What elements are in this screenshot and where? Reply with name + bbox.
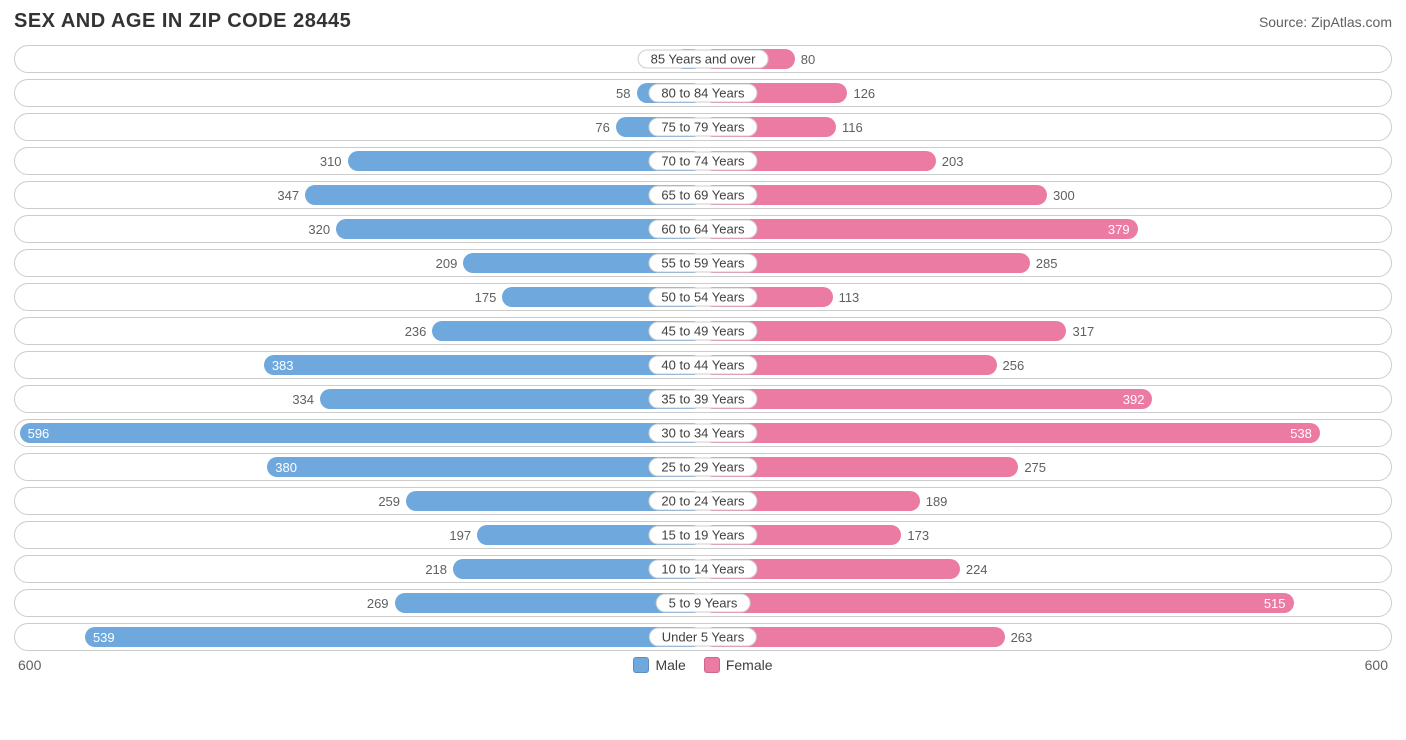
category-label: 70 to 74 Years xyxy=(648,152,757,171)
value-male: 209 xyxy=(436,256,458,271)
category-label: 10 to 14 Years xyxy=(648,560,757,579)
value-male: 175 xyxy=(475,290,497,305)
category-label: 15 to 19 Years xyxy=(648,526,757,545)
category-label: 65 to 69 Years xyxy=(648,186,757,205)
chart-row: 209 285 55 to 59 Years xyxy=(14,249,1392,277)
value-female: 116 xyxy=(842,120,863,135)
value-female: 203 xyxy=(942,154,964,169)
category-label: 85 Years and over xyxy=(638,50,769,69)
value-female: 379 xyxy=(1108,222,1130,237)
legend-label-female: Female xyxy=(726,657,773,673)
chart-row: 23631745 to 49 Years xyxy=(14,317,1392,345)
category-label: 25 to 29 Years xyxy=(648,458,757,477)
category-label: 55 to 59 Years xyxy=(648,254,757,273)
value-female: 392 xyxy=(1123,392,1145,407)
value-female: 538 xyxy=(1290,426,1312,441)
chart-row: 269 515 5 to 9 Years xyxy=(14,589,1392,617)
value-male: 269 xyxy=(367,596,389,611)
bar-male: 596 xyxy=(20,423,703,443)
chart-title: SEX AND AGE IN ZIP CODE 28445 xyxy=(14,10,351,33)
legend: Male Female xyxy=(633,657,772,673)
population-pyramid-chart: 258085 Years and over5812680 to 84 Years… xyxy=(14,45,1392,651)
chart-header: SEX AND AGE IN ZIP CODE 28445 Source: Zi… xyxy=(14,10,1392,33)
legend-item-male: Male xyxy=(633,657,685,673)
value-female: 317 xyxy=(1072,324,1094,339)
chart-row: 310 203 70 to 74 Years xyxy=(14,147,1392,175)
category-label: 20 to 24 Years xyxy=(648,492,757,511)
bar-female: 317 xyxy=(703,321,1066,341)
value-male: 236 xyxy=(405,324,427,339)
value-female: 80 xyxy=(801,52,815,67)
value-female: 113 xyxy=(839,290,860,305)
chart-row: 76 116 75 to 79 Years xyxy=(14,113,1392,141)
chart-row: 218 224 10 to 14 Years xyxy=(14,555,1392,583)
chart-source: Source: ZipAtlas.com xyxy=(1259,14,1392,30)
chart-row: 320 379 60 to 64 Years xyxy=(14,215,1392,243)
chart-footer: 600 Male Female 600 xyxy=(14,657,1392,673)
bar-female: 538 xyxy=(703,423,1320,443)
category-label: 5 to 9 Years xyxy=(656,594,751,613)
chart-row: 596 538 30 to 34 Years xyxy=(14,419,1392,447)
bar-male: 347 xyxy=(305,185,703,205)
value-male: 197 xyxy=(449,528,471,543)
category-label: 45 to 49 Years xyxy=(648,322,757,341)
value-male: 596 xyxy=(28,426,50,441)
value-male: 218 xyxy=(425,562,447,577)
chart-row: 175 113 50 to 54 Years xyxy=(14,283,1392,311)
value-male: 310 xyxy=(320,154,342,169)
category-label: 60 to 64 Years xyxy=(648,220,757,239)
bar-male: 334 xyxy=(320,389,703,409)
value-male: 58 xyxy=(616,86,630,101)
value-female: 285 xyxy=(1036,256,1058,271)
legend-label-male: Male xyxy=(655,657,685,673)
category-label: Under 5 Years xyxy=(649,628,757,647)
chart-row: 197 173 15 to 19 Years xyxy=(14,521,1392,549)
value-male: 334 xyxy=(292,392,314,407)
bar-male: 380 xyxy=(267,457,703,477)
value-female: 189 xyxy=(926,494,948,509)
bar-female: 379 xyxy=(703,219,1138,239)
value-female: 126 xyxy=(853,86,875,101)
chart-row: 380 275 25 to 29 Years xyxy=(14,453,1392,481)
value-female: 173 xyxy=(907,528,929,543)
bar-male: 383 xyxy=(264,355,703,375)
value-male: 383 xyxy=(272,358,294,373)
chart-row: 259 189 20 to 24 Years xyxy=(14,487,1392,515)
legend-swatch-female xyxy=(704,657,720,673)
value-male: 259 xyxy=(378,494,400,509)
category-label: 50 to 54 Years xyxy=(648,288,757,307)
category-label: 35 to 39 Years xyxy=(648,390,757,409)
axis-label-left: 600 xyxy=(18,657,41,673)
value-male: 320 xyxy=(308,222,330,237)
value-male: 539 xyxy=(93,630,115,645)
value-female: 515 xyxy=(1264,596,1286,611)
chart-row: 347 300 65 to 69 Years xyxy=(14,181,1392,209)
bar-male: 539 xyxy=(85,627,703,647)
category-label: 80 to 84 Years xyxy=(648,84,757,103)
chart-row: 539 263 Under 5 Years xyxy=(14,623,1392,651)
chart-row: 58 126 80 to 84 Years xyxy=(14,79,1392,107)
category-label: 75 to 79 Years xyxy=(648,118,757,137)
value-male: 347 xyxy=(277,188,299,203)
chart-row: 334 392 35 to 39 Years xyxy=(14,385,1392,413)
category-label: 30 to 34 Years xyxy=(648,424,757,443)
category-label: 40 to 44 Years xyxy=(648,356,757,375)
value-female: 275 xyxy=(1024,460,1046,475)
value-female: 300 xyxy=(1053,188,1075,203)
legend-swatch-male xyxy=(633,657,649,673)
bar-female: 392 xyxy=(703,389,1152,409)
value-female: 256 xyxy=(1003,358,1025,373)
value-female: 263 xyxy=(1011,630,1033,645)
chart-row: 383 256 40 to 44 Years xyxy=(14,351,1392,379)
chart-row: 258085 Years and over xyxy=(14,45,1392,73)
value-female: 224 xyxy=(966,562,988,577)
legend-item-female: Female xyxy=(704,657,773,673)
value-male: 76 xyxy=(595,120,609,135)
axis-label-right: 600 xyxy=(1365,657,1388,673)
bar-female: 515 xyxy=(703,593,1294,613)
value-male: 380 xyxy=(275,460,297,475)
